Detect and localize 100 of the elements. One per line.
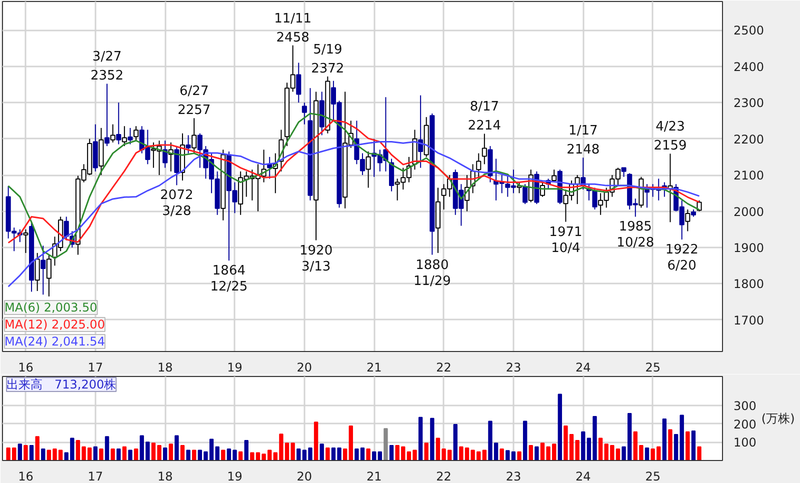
text: MA(24) 2,041.54 <box>4 334 105 348</box>
bar <box>326 448 330 460</box>
candlestick <box>104 83 110 147</box>
x-tick-label: 23 <box>506 470 522 483</box>
x-tick-label: 17 <box>88 360 104 374</box>
bar <box>29 444 34 460</box>
bar <box>35 436 40 460</box>
bar <box>674 434 678 460</box>
y-tick-label: 1900 <box>734 241 764 256</box>
bar <box>320 444 324 460</box>
candlestick <box>23 228 28 254</box>
bar <box>244 440 248 460</box>
x-tick-label: 22 <box>436 470 452 483</box>
bar <box>558 394 562 460</box>
candlestick <box>174 146 180 186</box>
bar <box>122 446 127 460</box>
x-tick-label: 25 <box>645 360 660 374</box>
x-tick-label: 20 <box>296 360 312 374</box>
bar <box>424 442 428 460</box>
bar <box>99 448 104 460</box>
bar <box>296 448 301 460</box>
bar <box>162 448 168 460</box>
annotation: 1922 6/20 <box>665 242 698 274</box>
candlestick <box>186 134 191 154</box>
bar <box>314 422 318 460</box>
y-tick-label: 2300 <box>734 96 764 110</box>
bar <box>517 451 522 460</box>
y-tick-label: 300 <box>734 398 756 413</box>
candlestick <box>46 254 52 297</box>
bar <box>500 448 504 460</box>
candlestick <box>389 158 394 192</box>
y-tick-label: 2400 <box>734 60 764 74</box>
bar <box>418 416 423 460</box>
bar <box>581 431 586 460</box>
x-tick-label: 18 <box>157 470 173 483</box>
annotation: 1920 3/13 <box>300 243 333 274</box>
bar <box>238 451 243 460</box>
x-tick-label: 19 <box>227 360 242 374</box>
x-tick-label: 25 <box>645 470 660 483</box>
bar <box>174 435 179 460</box>
x-tick-label: 22 <box>436 360 452 374</box>
x-tick-label: 18 <box>157 360 173 374</box>
annotation: 1/17 2148 <box>566 124 600 158</box>
candlestick <box>552 169 557 183</box>
text: MA(12) 2,025.00 <box>4 318 105 332</box>
annotation: 1864 12/25 <box>210 264 248 295</box>
annotation: 2072 3/28 <box>160 188 194 220</box>
annotation: 1880 11/29 <box>413 258 451 289</box>
bar <box>168 444 173 460</box>
bar <box>366 448 370 460</box>
candlestick <box>40 245 46 296</box>
bar <box>534 446 539 460</box>
bar <box>192 450 196 460</box>
bar <box>186 450 190 460</box>
y-tick-label: 1700 <box>734 313 764 328</box>
candlestick <box>34 252 40 292</box>
chart-title: 出来高 713,200株 <box>6 378 116 392</box>
x-tick-label: 21 <box>366 360 382 374</box>
bar <box>691 430 696 460</box>
text: MA(6) 2,003.50 <box>4 300 98 314</box>
annotation: 5/19 2372 <box>311 42 344 76</box>
bar <box>389 444 394 460</box>
candlestick <box>685 208 690 232</box>
bar <box>644 448 650 460</box>
y-tick-label: 1800 <box>734 277 764 292</box>
bar <box>668 429 672 460</box>
x-tick-label: 24 <box>576 360 591 374</box>
y-tick-label: 200 <box>734 417 756 432</box>
x-tick-label: 23 <box>506 360 522 374</box>
y-axis-title: (万株) <box>761 412 795 426</box>
candlestick <box>110 124 116 143</box>
y-tick-label: 2000 <box>734 204 764 219</box>
annotation: 3/27 2352 <box>90 50 124 84</box>
bar <box>128 450 132 460</box>
bar <box>378 451 382 460</box>
candlestick <box>522 184 528 205</box>
bar <box>221 450 226 460</box>
bar <box>430 418 434 460</box>
x-tick-label: 20 <box>296 470 312 483</box>
x-tick-label: 19 <box>227 470 242 483</box>
bar <box>384 428 388 460</box>
annotation: 11/11 2458 <box>274 11 312 46</box>
bar <box>598 438 603 460</box>
annotation: 6/27 2257 <box>178 84 211 118</box>
x-tick-label: 16 <box>18 360 34 374</box>
bar <box>662 418 667 460</box>
candlestick <box>366 151 371 188</box>
bar <box>680 414 684 460</box>
annotation: 1971 10/4 <box>549 224 582 256</box>
bar <box>93 446 98 460</box>
y-tick-label: 2100 <box>734 168 764 183</box>
annotation: 4/23 2159 <box>654 120 687 154</box>
x-tick-label: 24 <box>576 470 591 483</box>
candlestick <box>134 126 139 142</box>
y-tick-label: 2200 <box>734 132 764 146</box>
bar <box>453 424 458 460</box>
x-tick-label: 16 <box>18 470 34 483</box>
bar <box>348 426 353 460</box>
annotation: 1985 10/28 <box>616 220 654 251</box>
candlestick <box>621 167 626 178</box>
